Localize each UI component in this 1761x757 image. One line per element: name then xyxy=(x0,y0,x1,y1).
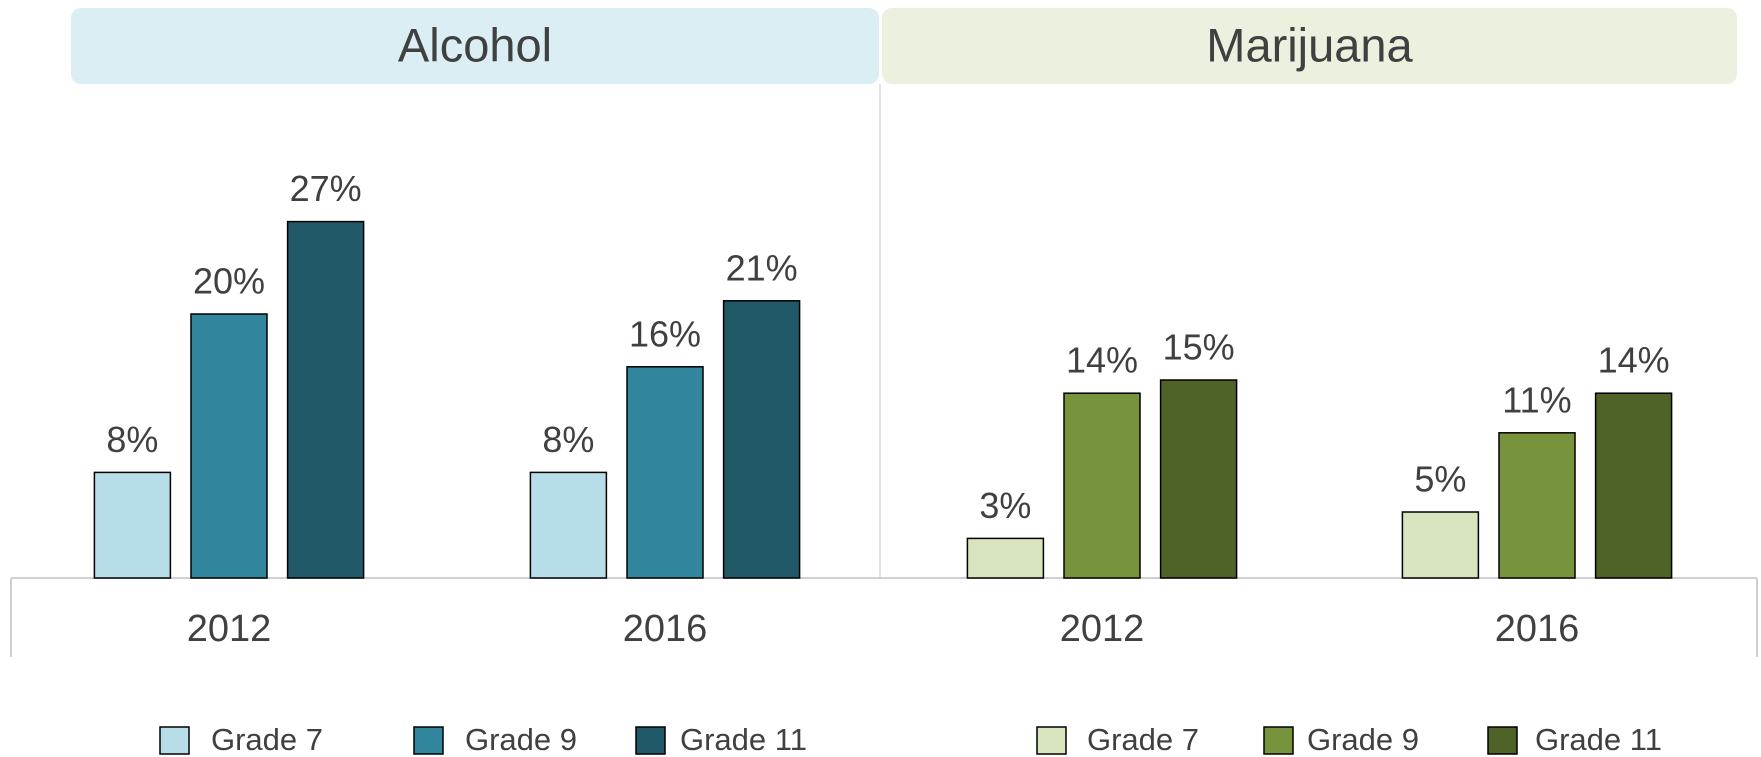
value-label: 16% xyxy=(629,313,701,354)
bar xyxy=(93,471,172,579)
bar xyxy=(529,471,608,579)
panel-header xyxy=(71,8,879,84)
x-tick-label: 2012 xyxy=(187,608,272,650)
legend-swatch xyxy=(1487,726,1518,755)
value-label: 21% xyxy=(726,247,798,288)
legend-label: Grade 11 xyxy=(1535,722,1662,757)
panel-title: Marijuana xyxy=(1206,18,1413,71)
bar xyxy=(1063,392,1141,579)
legend-label: Grade 7 xyxy=(1087,722,1199,757)
value-label: 27% xyxy=(290,168,362,209)
bar xyxy=(1401,511,1480,579)
value-label: 14% xyxy=(1598,340,1670,381)
value-label: 5% xyxy=(1414,459,1466,500)
bar xyxy=(190,313,268,579)
x-tick-label: 2012 xyxy=(1060,608,1145,650)
legend-swatch xyxy=(413,726,444,755)
legend-label: Grade 11 xyxy=(680,722,807,757)
panel-header xyxy=(882,8,1737,84)
bar xyxy=(626,366,704,579)
bar xyxy=(1159,379,1238,579)
legend-swatch xyxy=(635,726,666,755)
bar xyxy=(1498,432,1576,579)
legend-swatch xyxy=(1036,726,1067,755)
bar xyxy=(722,300,801,579)
value-label: 14% xyxy=(1066,340,1138,381)
value-label: 8% xyxy=(542,419,594,460)
value-label: 20% xyxy=(193,261,265,302)
value-label: 8% xyxy=(106,419,158,460)
legend-label: Grade 9 xyxy=(465,722,577,757)
bar xyxy=(286,220,365,579)
bar xyxy=(966,537,1045,579)
panel-title: Alcohol xyxy=(398,18,552,71)
value-label: 3% xyxy=(979,485,1031,526)
legend-swatch xyxy=(159,726,190,755)
x-tick-label: 2016 xyxy=(1495,608,1580,650)
x-tick-label: 2016 xyxy=(623,608,708,650)
value-label: 15% xyxy=(1163,327,1235,368)
legend-swatch xyxy=(1263,726,1294,755)
bar xyxy=(1594,392,1673,579)
legend-label: Grade 7 xyxy=(211,722,323,757)
legend-label: Grade 9 xyxy=(1307,722,1419,757)
value-label: 11% xyxy=(1502,379,1571,420)
